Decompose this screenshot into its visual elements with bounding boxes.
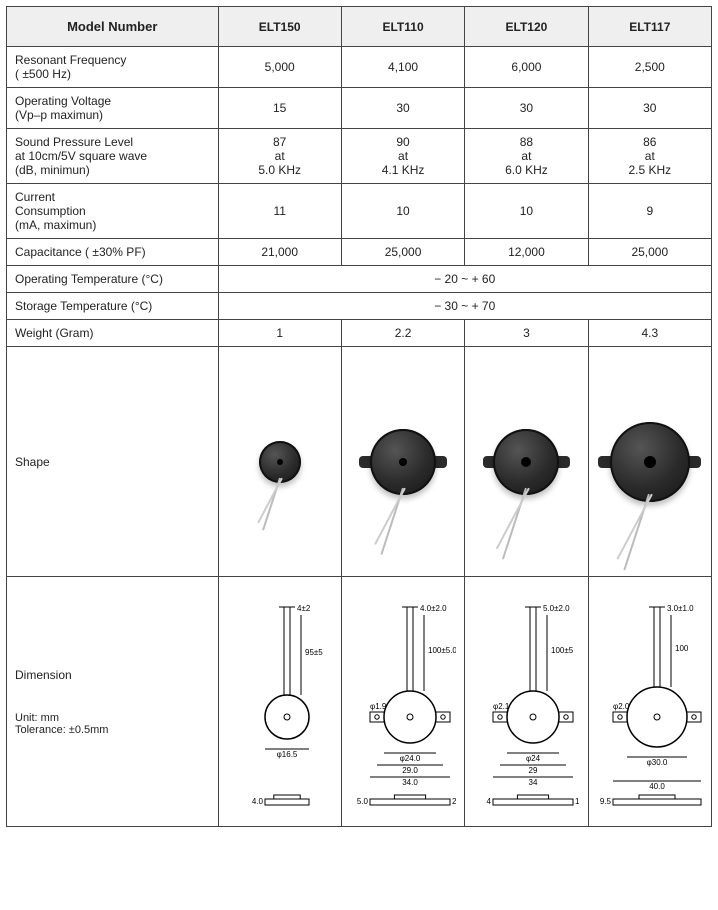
cell: 12,000 — [465, 239, 588, 266]
row-current: CurrentConsumption(mA, maximun)1110109 — [7, 184, 712, 239]
cell: 3 — [465, 320, 588, 347]
dim-tol: Tolerance: ±0.5mm — [15, 724, 210, 736]
row-label: Storage Temperature (°C) — [7, 293, 219, 320]
cell: 10 — [341, 184, 464, 239]
svg-text:34.0: 34.0 — [402, 778, 418, 787]
cell: 30 — [465, 88, 588, 129]
row-voltage: Operating Voltage(Vp–p maximun)15303030 — [7, 88, 712, 129]
cell: 4.3 — [588, 320, 711, 347]
cell: 2,500 — [588, 47, 711, 88]
svg-text:2.0: 2.0 — [452, 797, 456, 806]
dimension-cell: 3.0±1.0 100 φ2.0 φ30.040.0 9.53.0 — [588, 577, 711, 827]
row-label: Sound Pressure Levelat 10cm/5V square wa… — [7, 129, 219, 184]
svg-text:φ16.5: φ16.5 — [276, 750, 297, 759]
svg-text:40.0: 40.0 — [649, 782, 665, 791]
cell: 10 — [465, 184, 588, 239]
cell: 2.2 — [341, 320, 464, 347]
svg-text:φ1.9: φ1.9 — [370, 702, 387, 711]
svg-text:1.5: 1.5 — [575, 797, 579, 806]
row-dimension: DimensionUnit: mmTolerance: ±0.5mm 4±2 9… — [7, 577, 712, 827]
cell: 21,000 — [218, 239, 341, 266]
svg-text:φ2.1: φ2.1 — [493, 702, 510, 711]
dimension-drawing: 5.0±2.0 100±5 φ2.1 φ24 29 34 4 1.5 — [473, 587, 579, 817]
cell: 87at5.0 KHz — [218, 129, 341, 184]
row-shape: Shape — [7, 347, 712, 577]
dimension-cell: 5.0±2.0 100±5 φ2.1 φ24 29 34 4 1.5 — [465, 577, 588, 827]
svg-text:29: 29 — [529, 766, 538, 775]
cell: 1 — [218, 320, 341, 347]
svg-text:95±5: 95±5 — [305, 648, 323, 657]
dimension-drawing: 4.0±2.0 100±5.0 φ1.9 φ24.0 29.0 34.0 5.0 2.… — [350, 587, 456, 817]
cell-span: − 20 ~ + 60 — [218, 266, 712, 293]
model-2: ELT120 — [465, 7, 588, 47]
cell: 6,000 — [465, 47, 588, 88]
cell: 86at2.5 KHz — [588, 129, 711, 184]
row-resonant: Resonant Frequency( ±500 Hz)5,0004,1006,… — [7, 47, 712, 88]
dimension-cell: 4±2 95±5 φ16.5 4.0 — [218, 577, 341, 827]
svg-text:5.0±2.0: 5.0±2.0 — [543, 604, 570, 613]
dimension-drawing: 3.0±1.0 100 φ2.0 φ30.040.0 9.53.0 — [597, 587, 703, 817]
svg-text:4: 4 — [487, 797, 492, 806]
shape-cell — [588, 347, 711, 577]
row-weight: Weight (Gram)12.234.3 — [7, 320, 712, 347]
dimension-cell: 4.0±2.0 100±5.0 φ1.9 φ24.0 29.0 34.0 5.0 2.… — [341, 577, 464, 827]
model-0: ELT150 — [218, 7, 341, 47]
cell: 30 — [341, 88, 464, 129]
svg-text:4±2: 4±2 — [297, 604, 311, 613]
buzzer-icon — [259, 441, 301, 483]
header-row: Model Number ELT150 ELT110 ELT120 ELT117 — [7, 7, 712, 47]
row-st-temp: Storage Temperature (°C)− 30 ~ + 70 — [7, 293, 712, 320]
model-1: ELT110 — [341, 7, 464, 47]
cell-span: − 30 ~ + 70 — [218, 293, 712, 320]
svg-text:29.0: 29.0 — [402, 766, 418, 775]
svg-text:100: 100 — [675, 644, 689, 653]
cell: 11 — [218, 184, 341, 239]
svg-text:9.5: 9.5 — [600, 797, 612, 806]
svg-text:100±5.0: 100±5.0 — [428, 646, 456, 655]
row-label: Resonant Frequency( ±500 Hz) — [7, 47, 219, 88]
svg-text:φ24: φ24 — [526, 754, 541, 763]
row-cap: Capacitance ( ±30% PF)21,00025,00012,000… — [7, 239, 712, 266]
buzzer-icon — [493, 429, 559, 495]
svg-text:34: 34 — [529, 778, 538, 787]
svg-text:5.0: 5.0 — [357, 797, 369, 806]
svg-text:4.0: 4.0 — [251, 797, 263, 806]
dimension-drawing: 4±2 95±5 φ16.5 4.0 — [227, 587, 333, 817]
cell: 15 — [218, 88, 341, 129]
shape-cell — [465, 347, 588, 577]
row-label: Operating Voltage(Vp–p maximun) — [7, 88, 219, 129]
cell: 25,000 — [588, 239, 711, 266]
cell: 30 — [588, 88, 711, 129]
svg-text:φ24.0: φ24.0 — [399, 754, 420, 763]
svg-text:φ30.0: φ30.0 — [646, 758, 667, 767]
row-label: Operating Temperature (°C) — [7, 266, 219, 293]
row-label: Shape — [7, 347, 219, 577]
shape-cell — [218, 347, 341, 577]
svg-text:3.0±1.0: 3.0±1.0 — [667, 604, 694, 613]
cell: 4,100 — [341, 47, 464, 88]
buzzer-icon — [370, 429, 436, 495]
cell: 88at6.0 KHz — [465, 129, 588, 184]
cell: 9 — [588, 184, 711, 239]
row-label: CurrentConsumption(mA, maximun) — [7, 184, 219, 239]
svg-text:φ2.0: φ2.0 — [613, 702, 630, 711]
model-3: ELT117 — [588, 7, 711, 47]
row-op-temp: Operating Temperature (°C)− 20 ~ + 60 — [7, 266, 712, 293]
header-label: Model Number — [7, 7, 219, 47]
row-label: DimensionUnit: mmTolerance: ±0.5mm — [7, 577, 219, 827]
cell: 25,000 — [341, 239, 464, 266]
row-label: Capacitance ( ±30% PF) — [7, 239, 219, 266]
buzzer-icon — [610, 422, 690, 502]
svg-text:4.0±2.0: 4.0±2.0 — [420, 604, 447, 613]
svg-text:100±5: 100±5 — [551, 646, 574, 655]
shape-cell — [341, 347, 464, 577]
spec-table: Model Number ELT150 ELT110 ELT120 ELT117… — [6, 6, 712, 827]
dim-unit: Unit: mm — [15, 712, 210, 724]
row-label: Weight (Gram) — [7, 320, 219, 347]
cell: 90at4.1 KHz — [341, 129, 464, 184]
cell: 5,000 — [218, 47, 341, 88]
row-spl: Sound Pressure Levelat 10cm/5V square wa… — [7, 129, 712, 184]
